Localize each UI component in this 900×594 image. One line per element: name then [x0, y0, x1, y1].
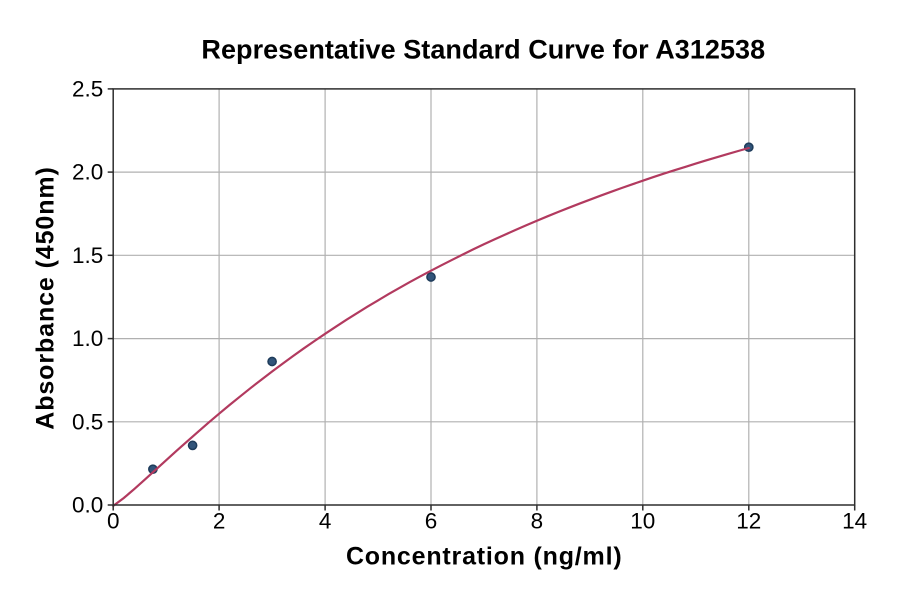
- svg-text:1.5: 1.5: [72, 243, 103, 268]
- svg-text:1.0: 1.0: [72, 326, 103, 351]
- svg-text:14: 14: [842, 509, 867, 534]
- svg-text:4: 4: [319, 509, 332, 534]
- svg-text:Absorbance (450nm): Absorbance (450nm): [32, 166, 60, 430]
- svg-text:0.5: 0.5: [72, 409, 103, 434]
- svg-text:Concentration (ng/ml): Concentration (ng/ml): [346, 542, 623, 570]
- svg-text:12: 12: [736, 509, 761, 534]
- svg-text:6: 6: [425, 509, 438, 534]
- svg-text:10: 10: [630, 509, 655, 534]
- svg-text:2.0: 2.0: [72, 160, 103, 185]
- svg-text:2.5: 2.5: [72, 76, 103, 101]
- svg-text:0: 0: [107, 509, 120, 534]
- svg-text:2: 2: [213, 509, 226, 534]
- svg-text:0.0: 0.0: [72, 493, 103, 518]
- svg-text:8: 8: [531, 509, 544, 534]
- svg-text:Representative Standard Curve: Representative Standard Curve for A31253…: [201, 35, 765, 65]
